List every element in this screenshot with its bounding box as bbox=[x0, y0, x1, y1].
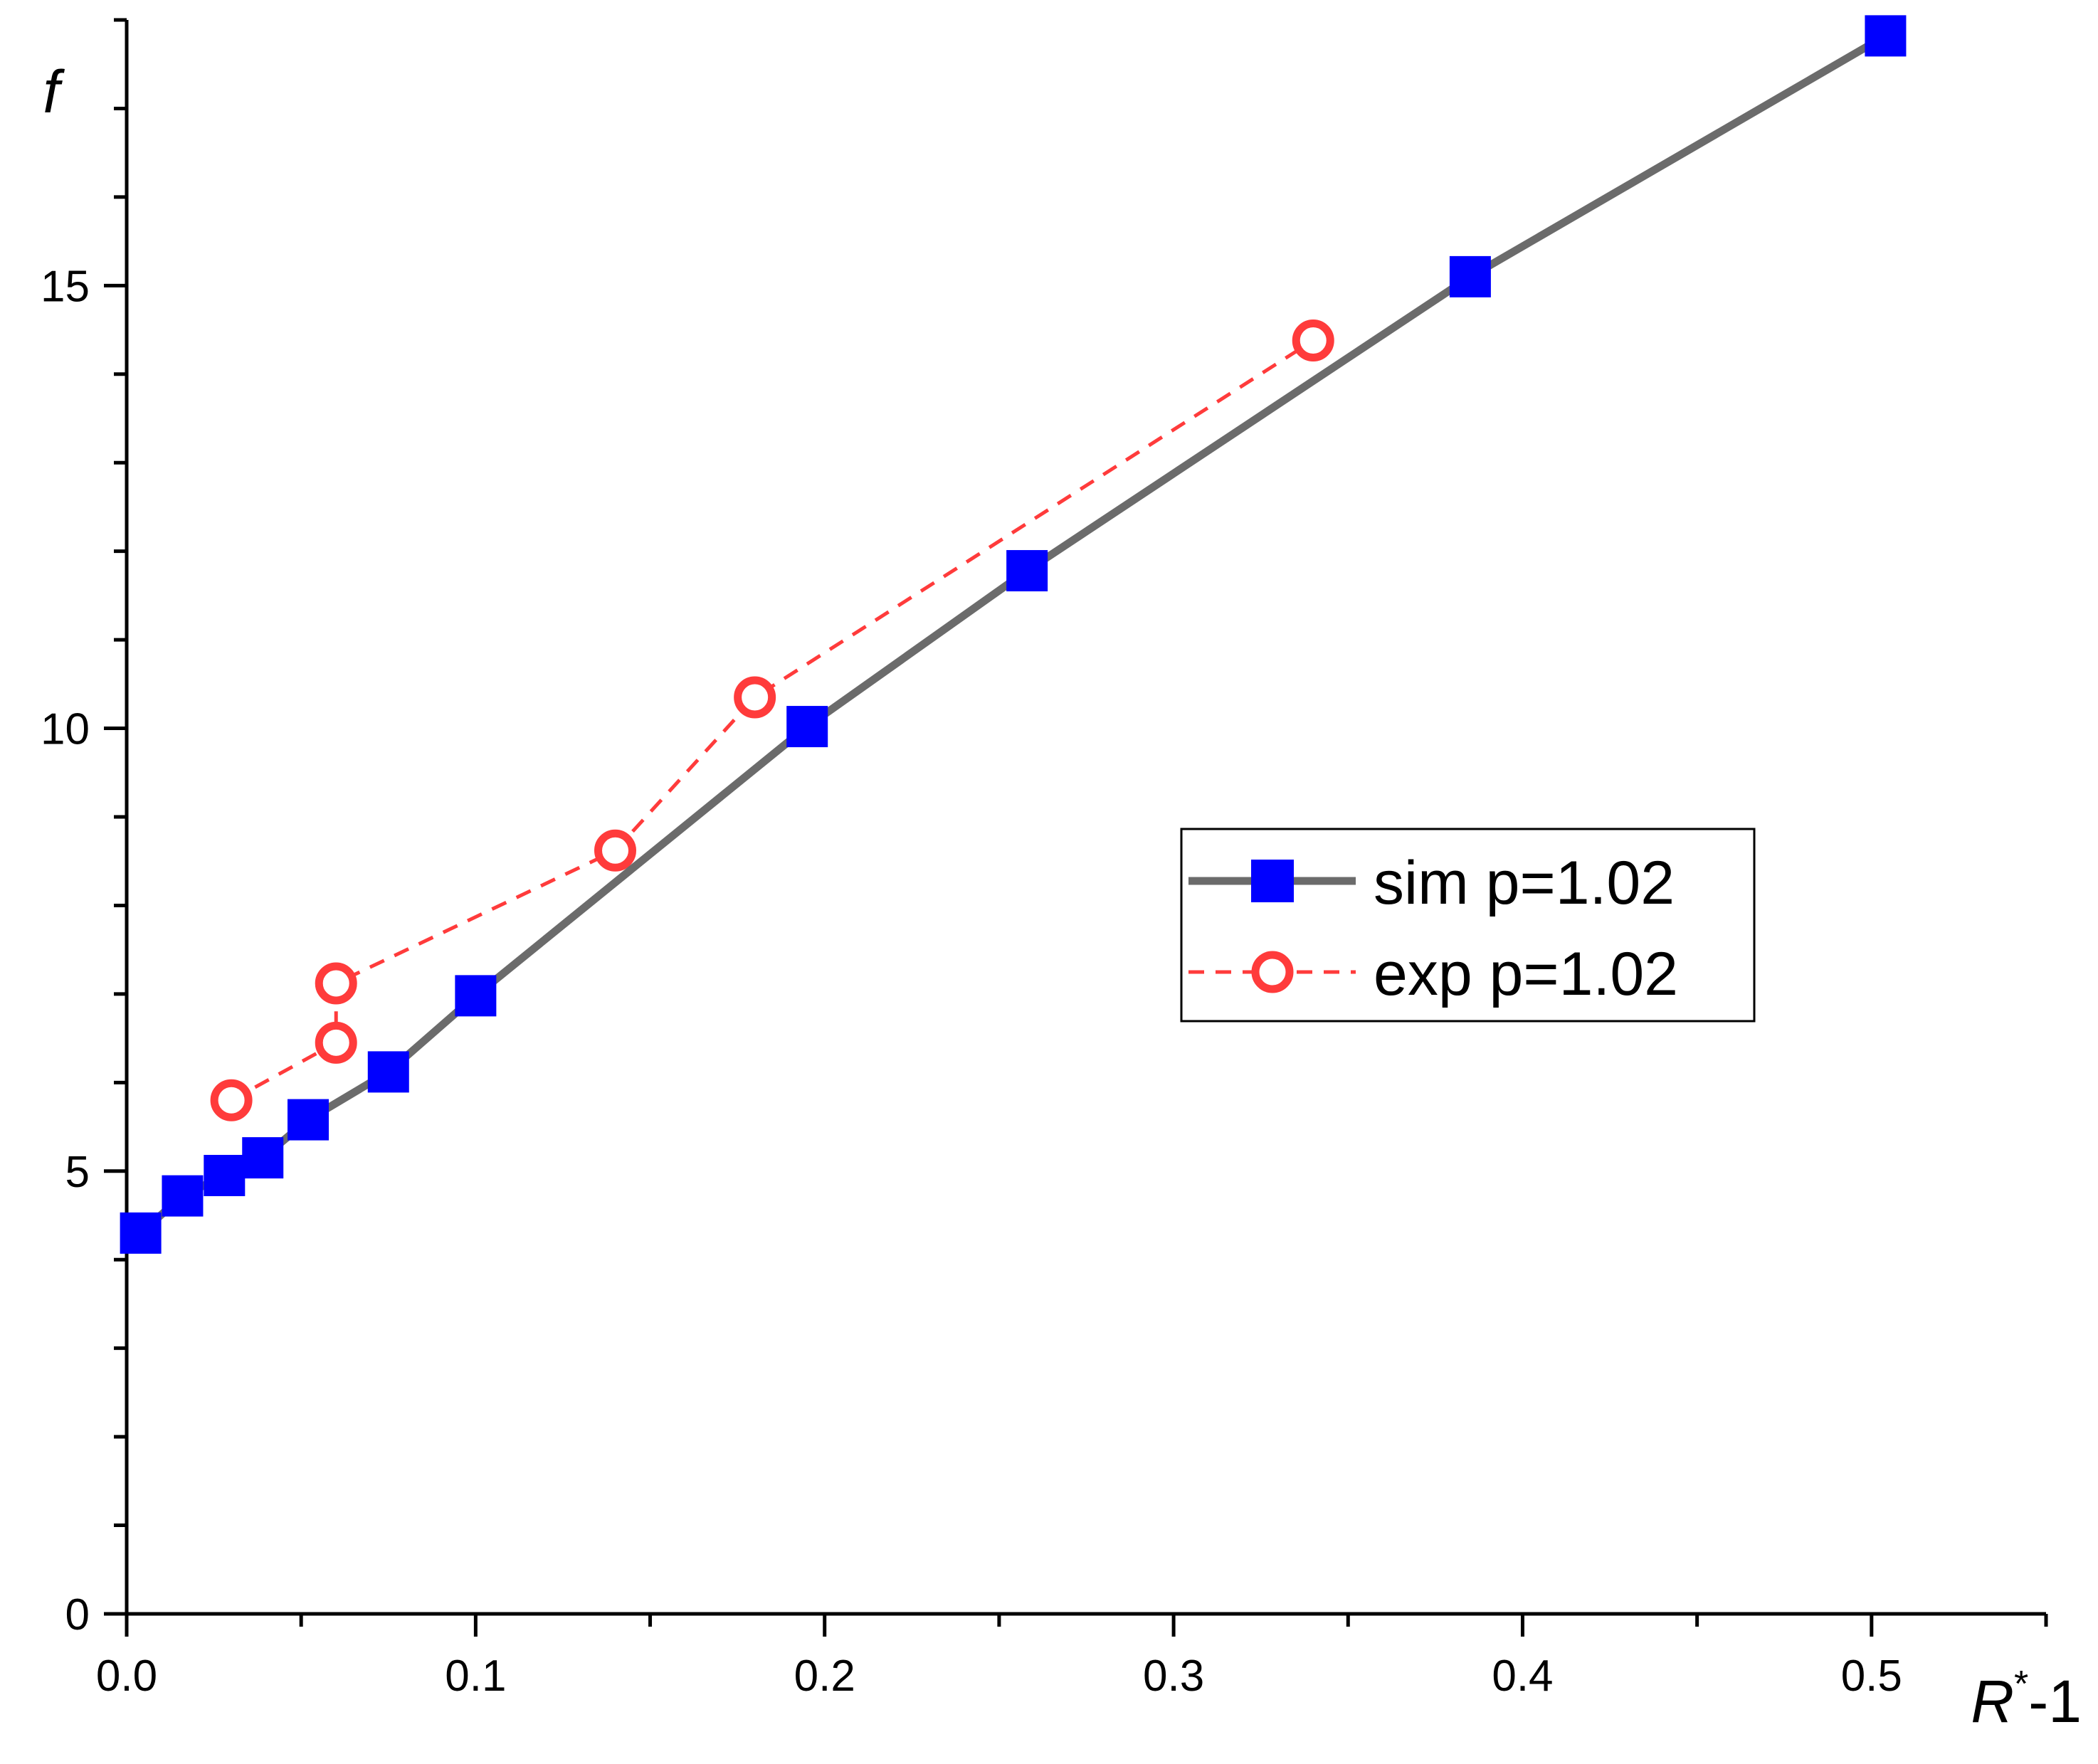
y-tick-label: 5 bbox=[65, 1148, 90, 1197]
data-point-sim bbox=[367, 1051, 409, 1093]
x-axis-title-main: R bbox=[1971, 1668, 2014, 1735]
data-point-sim bbox=[287, 1099, 329, 1141]
y-axis-title: f bbox=[43, 58, 65, 125]
legend-label-sim: sim p=1.02 bbox=[1374, 849, 1675, 917]
y-axis-ticks: 0 5 10 15 bbox=[41, 18, 127, 1639]
x-tick-label: 0.1 bbox=[445, 1652, 506, 1701]
legend-label-exp: exp p=1.02 bbox=[1374, 940, 1678, 1008]
x-tick-label: 0.4 bbox=[1492, 1652, 1553, 1701]
data-point-sim bbox=[1449, 255, 1491, 297]
y-tick-label: 0 bbox=[65, 1590, 90, 1639]
y-tick-label: 15 bbox=[41, 262, 90, 311]
x-axis-title: R*-1 bbox=[1971, 1664, 2082, 1735]
data-point-exp bbox=[315, 962, 357, 1005]
x-tick-label: 0.3 bbox=[1143, 1652, 1204, 1701]
data-point-exp bbox=[315, 1021, 357, 1064]
legend-entry-sim: sim p=1.02 bbox=[1188, 849, 1675, 917]
legend: sim p=1.02 exp p=1.02 bbox=[1180, 828, 1756, 1023]
data-point-sim bbox=[786, 706, 828, 748]
x-axis-title-suffix: -1 bbox=[2028, 1668, 2082, 1735]
data-point-sim bbox=[120, 1212, 162, 1254]
legend-marker-sim bbox=[1251, 860, 1294, 902]
series-line-exp bbox=[230, 339, 1314, 1102]
x-tick-label: 0.0 bbox=[96, 1652, 157, 1701]
data-point-exp bbox=[210, 1079, 253, 1121]
series-sim bbox=[120, 15, 1907, 1254]
data-point-sim bbox=[242, 1137, 284, 1179]
data-point-sim bbox=[162, 1175, 204, 1217]
data-point-exp bbox=[734, 676, 776, 719]
legend-entry-exp: exp p=1.02 bbox=[1188, 940, 1678, 1008]
data-point-exp bbox=[1292, 319, 1334, 361]
data-point-exp bbox=[594, 829, 637, 872]
data-point-sim bbox=[204, 1155, 246, 1196]
data-point-sim bbox=[455, 975, 497, 1017]
legend-marker-exp bbox=[1251, 951, 1294, 993]
y-tick-label: 10 bbox=[41, 705, 90, 754]
series-exp bbox=[210, 319, 1334, 1121]
svg-text:R*-1: R*-1 bbox=[1971, 1664, 2082, 1735]
x-axis-ticks: 0.0 0.1 0.2 0.3 0.4 0.5 bbox=[96, 1614, 2048, 1701]
data-point-sim bbox=[1006, 550, 1048, 592]
axes bbox=[125, 20, 2046, 1616]
data-point-sim bbox=[1865, 15, 1907, 57]
x-tick-label: 0.5 bbox=[1841, 1652, 1902, 1701]
x-axis-title-superscript: * bbox=[2014, 1664, 2028, 1705]
series-layer bbox=[120, 15, 1907, 1254]
x-tick-label: 0.2 bbox=[794, 1652, 855, 1701]
